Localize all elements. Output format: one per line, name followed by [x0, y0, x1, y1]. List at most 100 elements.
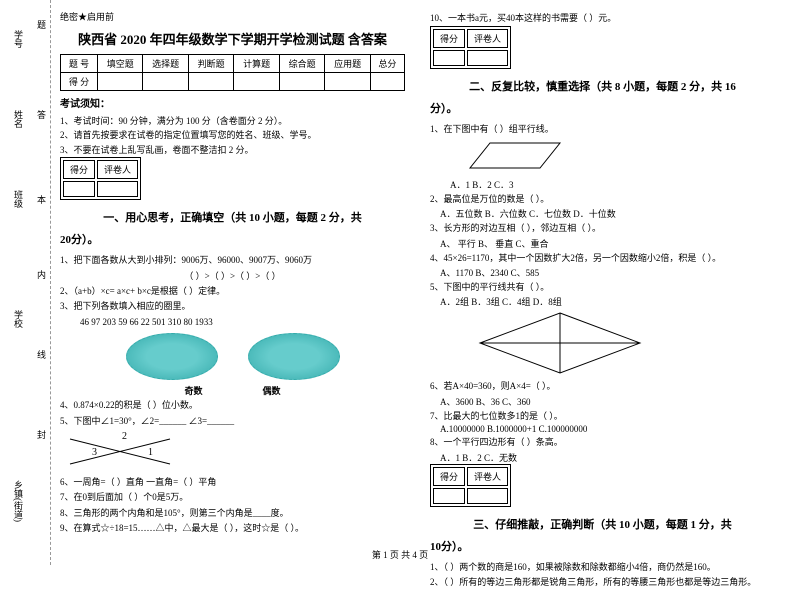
notice-title: 考试须知： [60, 95, 405, 110]
svg-text:1: 1 [148, 447, 153, 458]
th-judge: 判断题 [188, 55, 233, 73]
cell [279, 73, 324, 91]
side-m4: 线 [35, 350, 48, 359]
score-table: 题 号 填空题 选择题 判断题 计算题 综合题 应用题 总分 得 分 [60, 54, 405, 91]
cell [97, 181, 138, 197]
side-label-class: 班级 [12, 190, 25, 208]
side-m5: 封 [35, 430, 48, 439]
notice-list: 1、考试时间：90 分钟，满分为 100 分（含卷面分 2 分）。 2、请首先按… [60, 114, 405, 157]
notice-3: 3、不要在试卷上乱写乱画，卷面不整洁扣 2 分。 [60, 143, 405, 157]
sb-c1: 得分 [433, 467, 465, 486]
page-footer: 第 1 页 共 4 页 [0, 548, 800, 561]
sb-c2: 评卷人 [467, 467, 508, 486]
q2-5o: A．2组 B．3组 C．4组 D．8组 [430, 295, 775, 308]
notice-1: 1、考试时间：90 分钟，满分为 100 分（含卷面分 2 分）。 [60, 114, 405, 128]
sec3-title: 三、仔细推敲，正确判断（共 10 小题，每题 1 分，共 [430, 516, 775, 532]
q2-6o: A、3600 B、36 C、360 [430, 395, 775, 408]
q1-7: 7、在0到后面加（ ）个0是5万。 [60, 490, 405, 504]
oval-odd [126, 333, 218, 380]
q1-3: 3、把下列各数填入相应的圈里。 [60, 299, 405, 313]
venn-ovals [60, 333, 405, 380]
side-label-town: 乡镇(街道) [12, 480, 25, 522]
q1-3n: 46 97 203 59 66 22 501 310 80 1933 [60, 315, 405, 329]
th-num: 题 号 [61, 55, 98, 73]
sb-c2: 评卷人 [97, 160, 138, 179]
even-label: 偶数 [263, 384, 281, 397]
cell [370, 73, 404, 91]
q1-10: 10、一本书a元，买40本这样的书需要（ ）元。 [430, 11, 775, 25]
secret-label: 绝密★启用前 [60, 10, 405, 23]
q2-3: 3、长方形的对边互相（ ），邻边互相（ ）。 [430, 221, 775, 235]
side-label-xuehao: 学号 [12, 30, 25, 48]
score-mini-1: 得分评卷人 [60, 157, 141, 200]
q2-5: 5、下图中的平行线共有（ ）。 [430, 280, 775, 294]
side-label-school: 学校 [12, 310, 25, 328]
q2-2o: A．五位数 B．六位数 C．七位数 D．十位数 [430, 207, 775, 220]
side-m2: 答 [35, 110, 48, 119]
th-app: 应用题 [325, 55, 370, 73]
svg-text:2: 2 [122, 431, 127, 442]
side-label-name: 姓名 [12, 110, 25, 128]
q1-4: 4、0.874×0.22的积是（ ）位小数。 [60, 398, 405, 412]
notice-2: 2、请首先按要求在试卷的指定位置填写您的姓名、班级、学号。 [60, 128, 405, 142]
cell [433, 488, 465, 504]
oval-labels: 奇数 偶数 [60, 384, 405, 397]
q2-4: 4、45×26=1170，其中一个因数扩大2倍，另一个因数缩小2倍，积是（ ）。 [430, 251, 775, 265]
sec1-title2: 20分）。 [60, 231, 405, 247]
sec1-title: 一、用心思考，正确填空（共 10 小题，每题 2 分，共 [60, 209, 405, 225]
cell [188, 73, 233, 91]
binding-margin: 学号 姓名 班级 学校 乡镇(街道) 题 答 本 内 线 封 [0, 0, 51, 565]
q2-3o: A、 平行 B、 垂直 C、重合 [430, 237, 775, 250]
q2-7: 7、比最大的七位数多1的是（ ）。 [430, 409, 775, 423]
q2-7o: A.10000000 B.1000000+1 C.100000000 [430, 424, 775, 434]
th-fill: 填空题 [97, 55, 142, 73]
q2-2: 2、最高位是万位的数是（ ）。 [430, 192, 775, 206]
cell [143, 73, 188, 91]
sec2-title2: 分）。 [430, 100, 775, 116]
q2-1: 1、在下图中有（ ）组平行线。 [430, 122, 775, 136]
q2-8o: A．1 B．2 C．无数 [430, 451, 775, 464]
q1-2: 2、（a+b）×c= a×c+ b×c是根据（ ）定律。 [60, 284, 405, 298]
parallelogram-1 [450, 138, 570, 178]
rhombus-figure [470, 308, 650, 378]
th-total: 总分 [370, 55, 404, 73]
left-column: 绝密★启用前 陕西省 2020 年四年级数学下学期开学检测试题 含答案 题 号 … [60, 10, 405, 536]
side-m3: 内 [35, 270, 48, 279]
th-comp: 综合题 [279, 55, 324, 73]
side-m6: 本 [35, 195, 48, 204]
q1-9: 9、在算式☆÷18=15……△中，△最大是（ ），这时☆是（ ）。 [60, 521, 405, 535]
sb-c1: 得分 [433, 29, 465, 48]
cell [467, 50, 508, 66]
q1-1b: （ ）>（ ）>（ ）>（ ） [60, 269, 405, 283]
sb-c1: 得分 [63, 160, 95, 179]
q1-8: 8、三角形的两个内角和是105°，则第三个内角是____度。 [60, 506, 405, 520]
th-calc: 计算题 [234, 55, 279, 73]
td-score: 得 分 [61, 73, 98, 91]
odd-label: 奇数 [184, 384, 202, 397]
q2-6: 6、若A×40=360，则A×4=（ ）。 [430, 379, 775, 393]
q2-8: 8、一个平行四边形有（ ）条高。 [430, 435, 775, 449]
th-choice: 选择题 [143, 55, 188, 73]
cell [433, 50, 465, 66]
q3-1: 1、（ ）两个数的商是160，如果被除数和除数都缩小4倍，商仍然是160。 [430, 560, 775, 574]
sb-c2: 评卷人 [467, 29, 508, 48]
cell [325, 73, 370, 91]
cell [234, 73, 279, 91]
angle-figure: 2 3 1 [60, 429, 180, 474]
cell [467, 488, 508, 504]
q2-4o: A、1170 B、2340 C、585 [430, 266, 775, 279]
q1-1: 1、把下面各数从大到小排列：9006万、96000、9007万、9060万 [60, 253, 405, 267]
q1-6: 6、一周角=（ ）直角 一直角=（ ）平角 [60, 475, 405, 489]
right-column: 10、一本书a元，买40本这样的书需要（ ）元。 得分评卷人 二、反复比较，慎重… [430, 10, 775, 590]
exam-title: 陕西省 2020 年四年级数学下学期开学检测试题 含答案 [60, 29, 405, 48]
sec2-title: 二、反复比较，慎重选择（共 8 小题，每题 2 分，共 16 [430, 78, 775, 94]
q3-2: 2、（ ）所有的等边三角形都是锐角三角形，所有的等腰三角形也都是等边三角形。 [430, 575, 775, 589]
score-mini-2: 得分评卷人 [430, 26, 511, 69]
q1-5: 5、下图中∠1=30°，∠2=______ ∠3=______ [60, 414, 405, 428]
cell [63, 181, 95, 197]
q2-1o: A．1 B．2 C．3 [430, 178, 775, 191]
cell [97, 73, 142, 91]
svg-text:3: 3 [92, 447, 97, 458]
oval-even [248, 333, 340, 380]
score-mini-3: 得分评卷人 [430, 464, 511, 507]
